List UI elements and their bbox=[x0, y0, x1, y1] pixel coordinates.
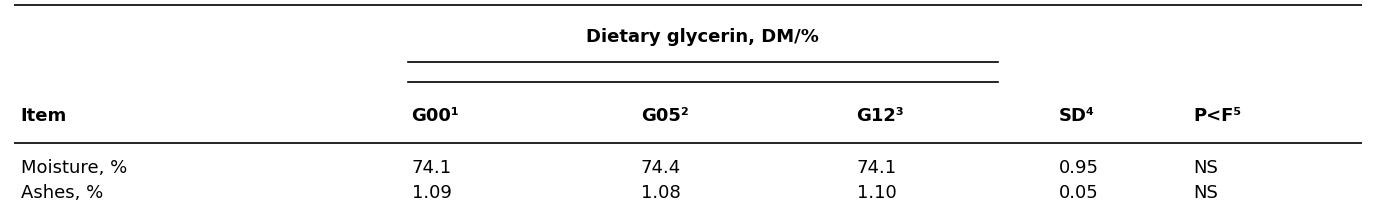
Text: 74.1: 74.1 bbox=[856, 159, 897, 177]
Text: NS: NS bbox=[1194, 183, 1219, 201]
Text: Ashes, %: Ashes, % bbox=[21, 183, 103, 201]
Text: G12³: G12³ bbox=[856, 106, 904, 124]
Text: 74.1: 74.1 bbox=[411, 159, 451, 177]
Text: 0.95: 0.95 bbox=[1060, 159, 1099, 177]
Text: SD⁴: SD⁴ bbox=[1060, 106, 1095, 124]
Text: Dietary glycerin, DM/%: Dietary glycerin, DM/% bbox=[586, 27, 819, 45]
Text: 0.05: 0.05 bbox=[1060, 183, 1098, 201]
Text: G05²: G05² bbox=[641, 106, 688, 124]
Text: Moisture, %: Moisture, % bbox=[21, 159, 127, 177]
Text: G00¹: G00¹ bbox=[411, 106, 460, 124]
Text: 74.4: 74.4 bbox=[641, 159, 681, 177]
Text: P<F⁵: P<F⁵ bbox=[1194, 106, 1243, 124]
Text: 1.09: 1.09 bbox=[411, 183, 451, 201]
Text: Item: Item bbox=[21, 106, 67, 124]
Text: 1.08: 1.08 bbox=[641, 183, 681, 201]
Text: 1.10: 1.10 bbox=[856, 183, 896, 201]
Text: NS: NS bbox=[1194, 159, 1219, 177]
